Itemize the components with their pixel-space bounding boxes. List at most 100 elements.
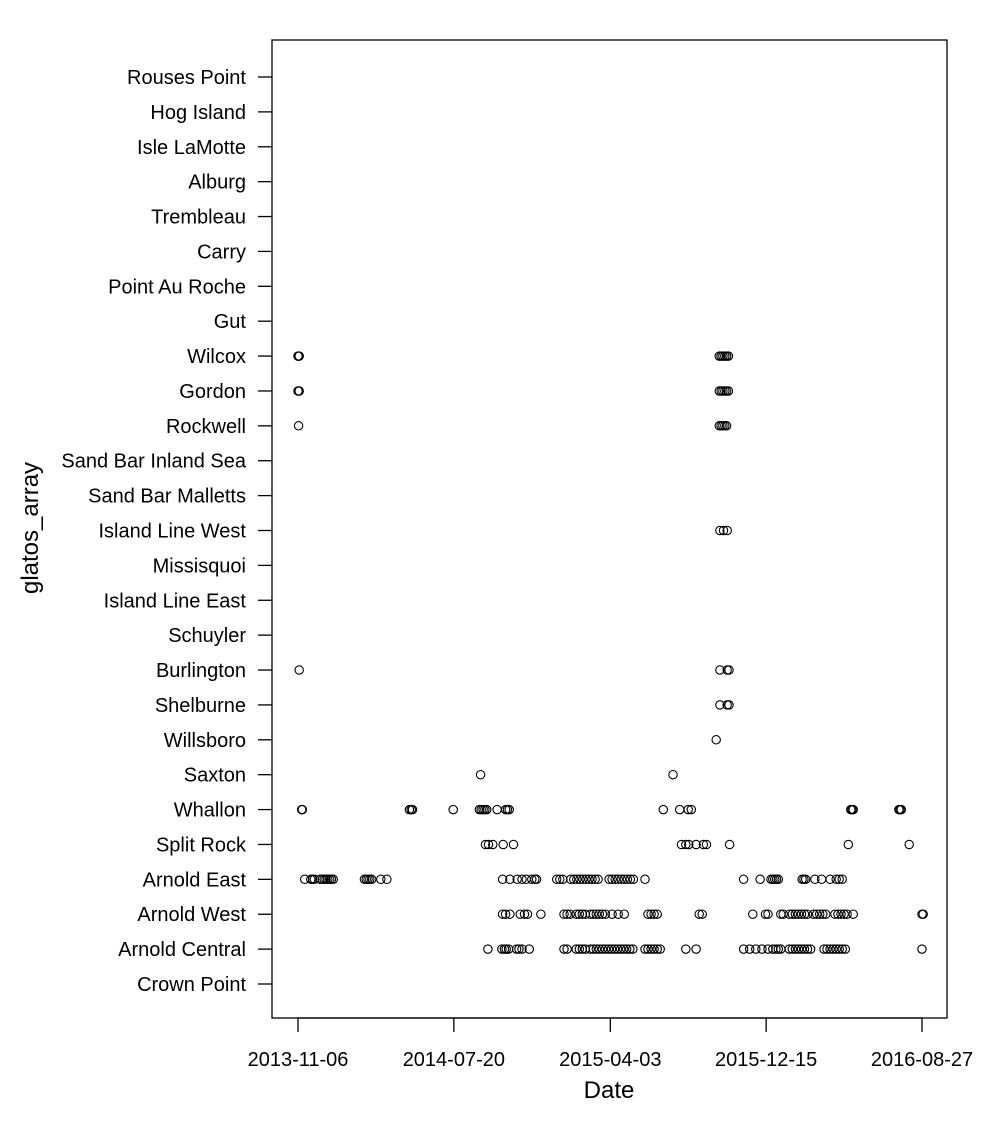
y-tick-label: Burlington [156,660,246,682]
data-point [508,839,519,850]
data-point [588,909,599,919]
data-point [615,944,626,954]
data-point [448,804,458,815]
data-point [498,839,508,850]
data-point [606,944,617,954]
data-point [565,909,575,919]
data-point [697,909,707,919]
data-point [918,909,928,919]
data-point [715,700,725,710]
data-point [585,909,595,919]
data-point [681,839,691,850]
data-point [839,909,849,919]
data-point [524,944,535,954]
data-point [837,874,847,885]
data-point [684,839,694,850]
data-point [497,944,507,954]
data-point [721,421,732,431]
data-point [609,944,620,954]
data-point [771,944,781,954]
data-point [562,909,572,919]
data-point [796,944,807,954]
data-point [843,839,854,850]
data-point [622,874,633,885]
y-tick-label: Isle LaMotte [137,137,246,159]
data-point [594,944,605,954]
data-point [799,909,810,919]
data-point [652,909,662,919]
data-point [683,804,693,815]
data-point [793,909,804,919]
y-tick-label: Alburg [188,172,246,194]
data-point [799,944,810,954]
data-point [571,944,581,954]
data-point [848,804,858,815]
data-point [723,351,734,361]
data-point [603,944,614,954]
data-point [834,944,844,954]
y-tick-label: Split Rock [156,834,247,856]
data-point [514,944,524,954]
data-point [616,874,627,885]
data-point [571,909,581,919]
data-point [294,386,304,396]
data-point [800,874,811,885]
y-axis-title: glatos_array [17,462,44,594]
data-point [512,874,522,885]
data-point [559,909,569,919]
data-point [810,874,820,885]
data-point [574,944,585,954]
data-point [773,944,784,954]
data-point [738,874,749,885]
data-point [519,909,530,919]
data-point [628,874,639,885]
data-point [531,874,542,885]
data-point [610,874,620,885]
data-point [591,944,602,954]
y-tick-label: Carry [197,241,246,263]
data-point [842,909,852,919]
x-axis: 2013-11-06 2014-07-20 2015-04-03 2015-12-15… [248,1017,973,1071]
data-point [407,804,418,815]
plot-frame [271,39,948,1019]
data-point [896,804,907,815]
y-tick-label: Island Line West [99,521,247,543]
data-point [597,944,608,954]
data-point [822,944,832,954]
data-point [575,874,585,885]
y-tick-label: Missisquoi [153,555,246,577]
data-point [643,909,653,919]
data-point [748,909,758,919]
data-point [724,839,735,850]
data-point [376,874,386,885]
data-point [805,944,816,954]
y-tick-label: Gordon [179,381,246,403]
y-tick-label: Rouses Point [127,67,246,89]
data-point [517,944,527,954]
data-point [796,909,807,919]
data-point [607,874,617,885]
data-point [625,944,635,954]
y-tick-label: Gut [214,311,247,333]
data-point [505,874,515,885]
data-point [802,944,813,954]
data-point [590,874,600,885]
data-point [763,909,773,919]
data-point [819,944,829,954]
data-point [840,944,851,954]
data-point [904,839,914,850]
data-point [808,909,819,919]
data-point [818,909,828,919]
data-point [701,839,712,850]
data-point [612,944,623,954]
data-point [480,839,491,850]
data-point [594,909,605,919]
data-point [686,804,697,815]
data-point [492,804,502,815]
data-point [681,944,691,954]
data-point [655,944,665,954]
data-point [619,874,630,885]
data-point [294,351,304,361]
data-point [613,874,623,885]
